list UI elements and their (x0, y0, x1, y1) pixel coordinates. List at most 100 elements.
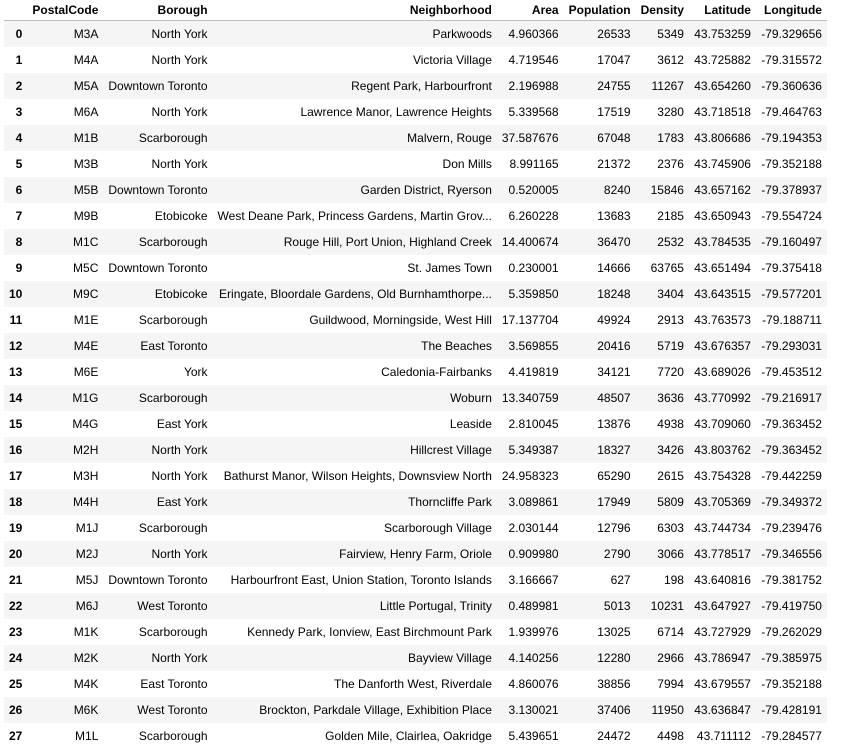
cell-neighborhood: Caledonia-Fairbanks (381, 364, 492, 379)
cell-density: 2376 (657, 156, 684, 171)
cell-population: 8240 (603, 182, 631, 197)
cell-borough: Downtown Toronto (108, 182, 208, 197)
cell-longitude: -79.381752 (761, 572, 822, 587)
cell-density: 3636 (657, 390, 684, 405)
cell-neighborhood: Woburn (450, 390, 492, 405)
cell-density: 3426 (657, 442, 684, 457)
cell-area: 3.089861 (508, 494, 559, 509)
cell-area: 0.230001 (508, 260, 559, 275)
cell-neighborhood: Lawrence Manor, Lawrence Heights (300, 104, 492, 119)
cell-borough: Scarborough (138, 234, 208, 249)
cell-population: 21372 (597, 156, 631, 171)
cell-neighborhood: West Deane Park, Princess Gardens, Marti… (217, 208, 492, 223)
cell-postalcode: M3B (73, 156, 99, 171)
cell-neighborhood: Bathurst Manor, Wilson Heights, Downsvie… (223, 468, 492, 483)
table-row: 17 M3H North York Bathurst Manor, Wilson He… (4, 463, 827, 489)
cell-area: 14.400674 (501, 234, 559, 249)
cell-latitude: 43.636847 (694, 702, 751, 717)
table-row: 4 M1B Scarborough Malvern, Rouge 37.587676 67… (4, 124, 827, 151)
row-index: 10 (9, 286, 23, 301)
cell-longitude: -79.194353 (761, 130, 822, 145)
cell-longitude: -79.554724 (761, 208, 822, 223)
cell-latitude: 43.718518 (694, 104, 751, 119)
cell-longitude: -79.160497 (761, 234, 822, 249)
cell-longitude: -79.464763 (761, 104, 822, 119)
cell-population: 13876 (597, 416, 631, 431)
row-index: 2 (15, 78, 23, 93)
cell-latitude: 43.744734 (694, 520, 751, 535)
cell-postalcode: M4E (73, 338, 99, 353)
cell-postalcode: M6J (75, 598, 99, 613)
table-row: 15 M4G East York Leaside 2.810045 13876 4938 43… (4, 411, 827, 437)
cell-postalcode: M1C (73, 234, 99, 249)
cell-latitude: 43.689026 (694, 364, 751, 379)
row-index: 27 (9, 728, 23, 743)
row-index: 7 (15, 208, 23, 223)
cell-density: 63765 (650, 260, 684, 275)
row-index: 22 (9, 598, 23, 613)
cell-population: 17047 (597, 52, 631, 67)
cell-population: 48507 (597, 390, 631, 405)
cell-borough: North York (151, 650, 208, 665)
cell-longitude: -79.378937 (761, 182, 822, 197)
cell-longitude: -79.577201 (761, 286, 822, 301)
cell-neighborhood: Leaside (449, 416, 492, 431)
cell-area: 0.520005 (508, 182, 559, 197)
cell-population: 26533 (597, 26, 631, 41)
cell-population: 18327 (597, 442, 631, 457)
column-header-neighborhood: Neighborhood (212, 0, 497, 21)
row-index: 25 (9, 676, 23, 691)
table-row: 9 M5C Downtown Toronto St. James Town 0.2300… (4, 255, 827, 281)
cell-neighborhood: St. James Town (407, 260, 492, 275)
cell-neighborhood: Little Portugal, Trinity (379, 598, 492, 613)
row-index: 11 (9, 312, 23, 327)
cell-longitude: -79.188711 (762, 312, 822, 327)
cell-borough: North York (151, 26, 208, 41)
cell-population: 14666 (597, 260, 631, 275)
cell-population: 24472 (597, 728, 631, 743)
cell-area: 5.339568 (508, 104, 559, 119)
cell-density: 198 (663, 572, 684, 587)
table-row: 2 M5A Downtown Toronto Regent Park, Harbour… (4, 72, 827, 99)
cell-longitude: -79.375418 (761, 260, 822, 275)
cell-population: 36470 (597, 234, 631, 249)
column-header-index (4, 0, 28, 21)
cell-latitude: 43.647927 (694, 598, 751, 613)
cell-longitude: -79.428191 (761, 702, 822, 717)
table-row: 6 M5B Downtown Toronto Garden District, Rye… (4, 176, 827, 203)
table-row: 8 M1C Scarborough Rouge Hill, Port Union, H… (4, 228, 827, 255)
cell-neighborhood: Bayview Village (408, 650, 492, 665)
cell-latitude: 43.640816 (694, 572, 751, 587)
table-row: 11 M1E Scarborough Guildwood, Morningside, … (4, 307, 827, 333)
cell-latitude: 43.745906 (694, 156, 751, 171)
row-index: 3 (15, 104, 23, 119)
cell-neighborhood: Kennedy Park, Ionview, East Birchmount P… (247, 624, 492, 639)
cell-population: 627 (610, 572, 631, 587)
cell-density: 2913 (657, 312, 684, 327)
cell-latitude: 43.650943 (694, 208, 751, 223)
cell-density: 5809 (657, 494, 684, 509)
row-index: 0 (15, 26, 23, 41)
cell-neighborhood: Scarborough Village (384, 520, 492, 535)
cell-density: 3066 (657, 546, 684, 561)
cell-neighborhood: Thorncliffe Park (408, 494, 492, 509)
cell-latitude: 43.806686 (694, 130, 751, 145)
cell-density: 1783 (657, 130, 684, 145)
cell-postalcode: M6K (73, 702, 99, 717)
cell-area: 17.137704 (501, 312, 559, 327)
table-row: 20 M2J North York Fairview, Henry Farm, Ori… (4, 540, 827, 567)
row-index: 26 (9, 702, 23, 717)
cell-postalcode: M1K (73, 624, 99, 639)
cell-population: 20416 (597, 338, 631, 353)
cell-latitude: 43.654260 (694, 78, 751, 93)
cell-latitude: 43.711112 (696, 728, 751, 743)
row-index: 6 (15, 182, 23, 197)
cell-latitude: 43.705369 (694, 494, 751, 509)
cell-postalcode: M2H (73, 442, 99, 457)
cell-area: 5.359850 (508, 286, 559, 301)
row-index: 23 (9, 624, 23, 639)
cell-population: 5013 (603, 598, 631, 613)
row-index: 17 (9, 468, 23, 483)
row-index: 4 (15, 130, 23, 145)
cell-density: 4498 (657, 728, 684, 743)
